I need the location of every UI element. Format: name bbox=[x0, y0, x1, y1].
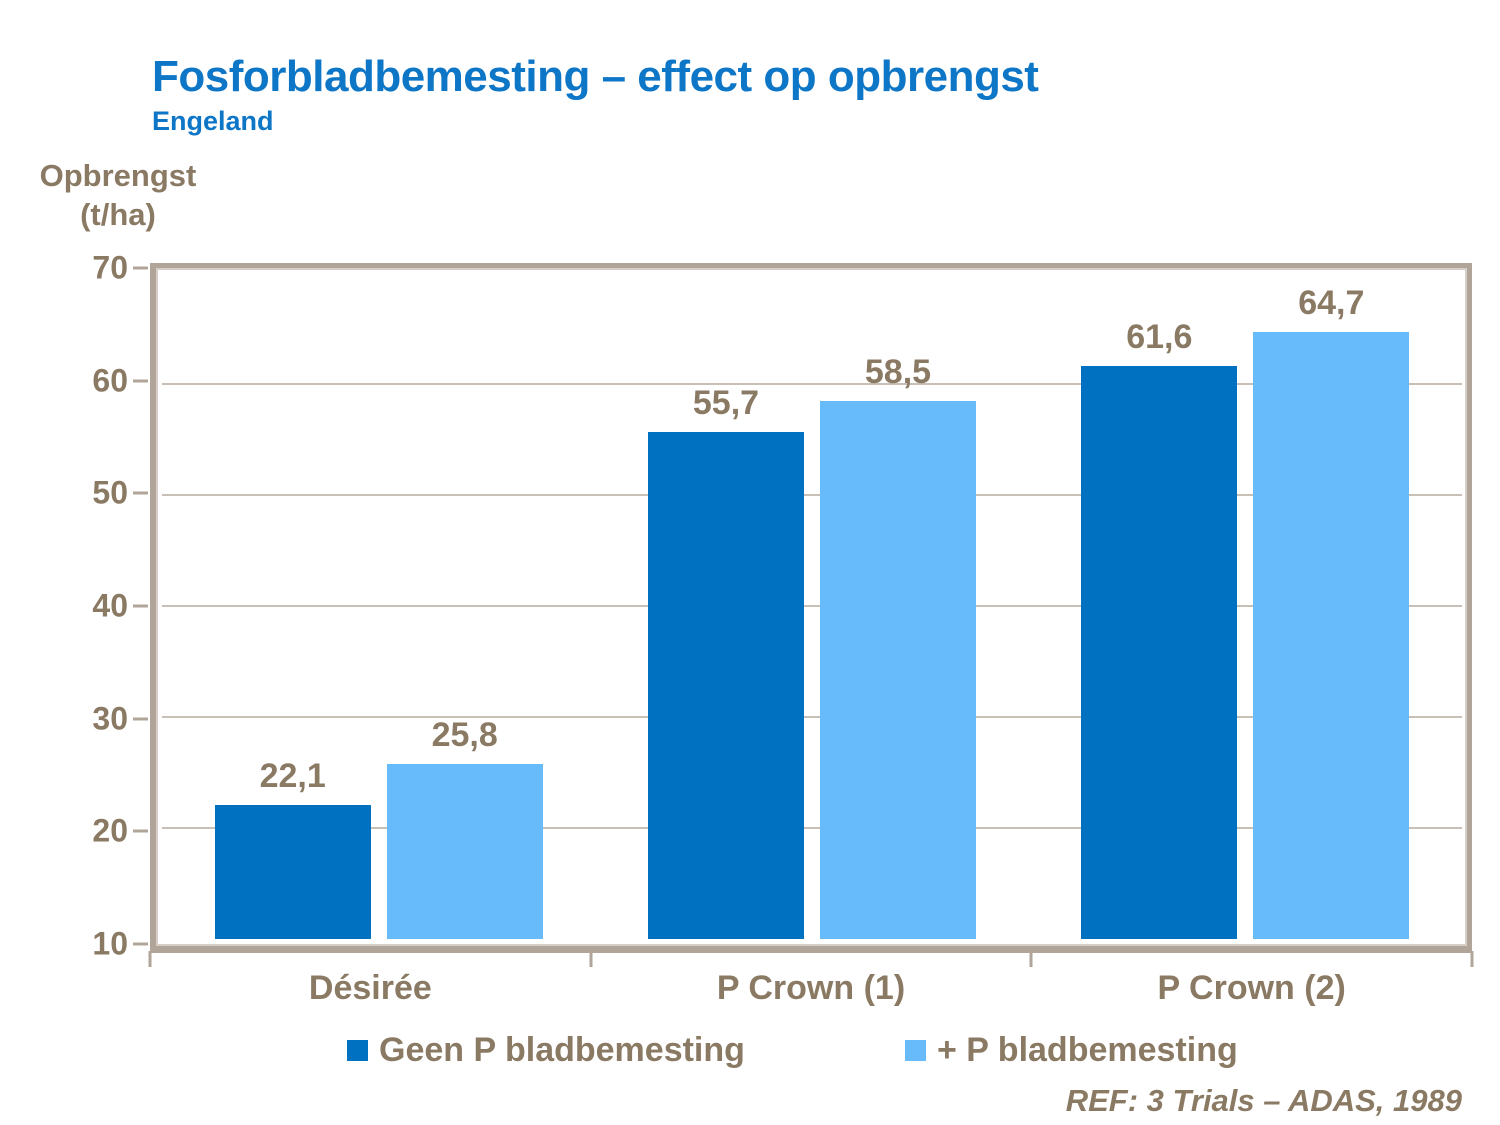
bar-geen-p-bladbemesting-1 bbox=[214, 804, 371, 939]
gridline-60 bbox=[162, 383, 1462, 385]
y-tick-mark bbox=[133, 942, 148, 946]
y-tick-mark bbox=[133, 717, 148, 721]
y-tick-mark bbox=[133, 829, 148, 833]
y-tick-mark bbox=[133, 266, 148, 270]
legend: Geen P bladbemesting + P bladbemesting bbox=[0, 1031, 1500, 1075]
bar-value-label: 64,7 bbox=[1298, 283, 1365, 322]
y-tick-label-50: 50 bbox=[92, 474, 128, 511]
bar-value-label: 58,5 bbox=[864, 352, 932, 391]
reference-note: REF: 3 Trials – ADAS, 1989 bbox=[1065, 1083, 1462, 1118]
x-tick-mark bbox=[589, 951, 593, 967]
y-tick-label-60: 60 bbox=[92, 362, 128, 399]
x-category-label: P Crown (1) bbox=[716, 969, 906, 1007]
y-tick-mark bbox=[133, 491, 148, 495]
bar-wrap: 25,8 bbox=[386, 273, 543, 939]
x-category-label: Désirée bbox=[308, 969, 432, 1007]
x-category-label: P Crown (2) bbox=[1157, 969, 1346, 1007]
bar--p-bladbemesting-1 bbox=[386, 763, 543, 939]
x-tick-mark bbox=[1029, 951, 1033, 967]
bar-wrap: 58,5 bbox=[819, 273, 976, 939]
gridline-50 bbox=[162, 494, 1462, 496]
gridline-20 bbox=[162, 827, 1462, 829]
bar-wrap: 55,7 bbox=[647, 273, 804, 939]
bar-geen-p-bladbemesting-2 bbox=[647, 431, 804, 939]
bar-value-label: 22,1 bbox=[259, 756, 326, 795]
bar-value-label: 25,8 bbox=[431, 715, 498, 754]
bar-group-1: 22,1 25,8 bbox=[162, 273, 595, 939]
gridlines bbox=[162, 273, 1462, 939]
bar-geen-p-bladbemesting-3 bbox=[1081, 366, 1238, 939]
gridline-40 bbox=[162, 605, 1462, 607]
y-tick-label-70: 70 bbox=[92, 249, 128, 286]
plot-inner: 22,1 25,8 55,7 58,5 61,6 64,7 bbox=[162, 273, 1462, 939]
y-axis-title-line2: (t/ha) bbox=[80, 197, 156, 232]
y-tick-label-40: 40 bbox=[92, 587, 128, 624]
x-tick-mark bbox=[148, 951, 152, 967]
y-tick-label-10: 10 bbox=[92, 925, 128, 962]
bar--p-bladbemesting-2 bbox=[819, 400, 976, 939]
bar-group-3: 61,6 64,7 bbox=[1029, 273, 1462, 939]
bar-wrap: 61,6 bbox=[1081, 273, 1238, 939]
y-axis-ticks: 10 20 30 40 50 60 70 bbox=[0, 250, 150, 962]
bar-value-label: 61,6 bbox=[1126, 318, 1193, 357]
plot-area: 22,1 25,8 55,7 58,5 61,6 64,7 bbox=[150, 263, 1472, 953]
x-category-labels: Désirée P Crown (1) P Crown (2) bbox=[150, 969, 1472, 1008]
bar-group-2: 55,7 58,5 bbox=[595, 273, 1028, 939]
bar-wrap: 22,1 bbox=[214, 273, 371, 939]
y-tick-mark bbox=[133, 604, 148, 608]
legend-label: + P bladbemesting bbox=[937, 1031, 1238, 1069]
bar-wrap: 64,7 bbox=[1253, 273, 1410, 939]
y-axis-title-line1: Opbrengst bbox=[39, 158, 197, 193]
legend-swatch-icon bbox=[905, 1040, 926, 1061]
x-tick-mark bbox=[1470, 951, 1474, 967]
legend-label: Geen P bladbemesting bbox=[379, 1031, 745, 1069]
legend-item: + P bladbemesting bbox=[905, 1031, 1238, 1070]
chart-title: Fosforbladbemesting – effect op opbrengs… bbox=[152, 52, 1039, 101]
y-axis-title: Opbrengst (t/ha) bbox=[18, 156, 218, 234]
y-tick-label-30: 30 bbox=[92, 700, 128, 737]
bar--p-bladbemesting-3 bbox=[1253, 331, 1410, 939]
y-tick-mark bbox=[133, 379, 148, 383]
bar-value-label: 55,7 bbox=[692, 383, 760, 422]
y-tick-label-20: 20 bbox=[92, 812, 128, 849]
legend-swatch-icon bbox=[347, 1040, 368, 1061]
gridline-30 bbox=[162, 716, 1462, 718]
chart-subtitle: Engeland bbox=[152, 106, 274, 136]
x-axis-ticks bbox=[148, 951, 1474, 969]
bar-groups: 22,1 25,8 55,7 58,5 61,6 64,7 bbox=[162, 273, 1462, 939]
legend-item: Geen P bladbemesting bbox=[347, 1031, 745, 1070]
